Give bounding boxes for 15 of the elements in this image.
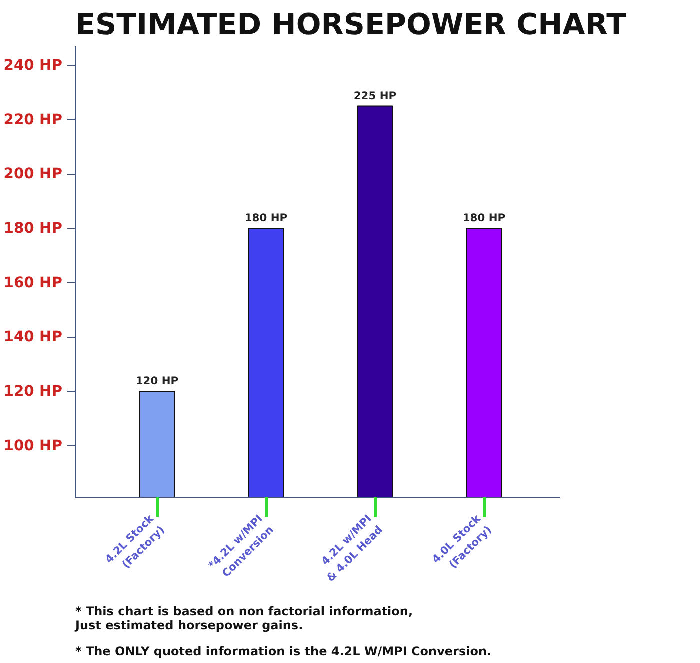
y-tick-label: 240 HP <box>4 57 63 74</box>
y-tick-label: 160 HP <box>4 274 63 292</box>
text: * This chart is based on non factorial information, Just estimated horsepower gains. <box>74 604 414 632</box>
data-label: 180 HP <box>462 212 506 225</box>
text: * The ONLY quoted information is the 4.2L W/MPI Conversion. <box>76 644 492 658</box>
y-tick-label: 120 HP <box>4 383 63 400</box>
y-tick-label: 100 HP <box>4 437 63 454</box>
y-tick-label: 220 HP <box>4 111 63 128</box>
data-label: 120 HP <box>136 374 179 388</box>
data-label: 180 HP <box>244 212 288 225</box>
y-tick-label: 200 HP <box>4 166 63 183</box>
chart-title: ESTIMATED HORSEPOWER CHART <box>76 8 627 42</box>
data-label: 225 HP <box>354 89 397 102</box>
y-tick-label: 140 HP <box>4 328 63 346</box>
y-tick-label: 180 HP <box>4 220 63 238</box>
